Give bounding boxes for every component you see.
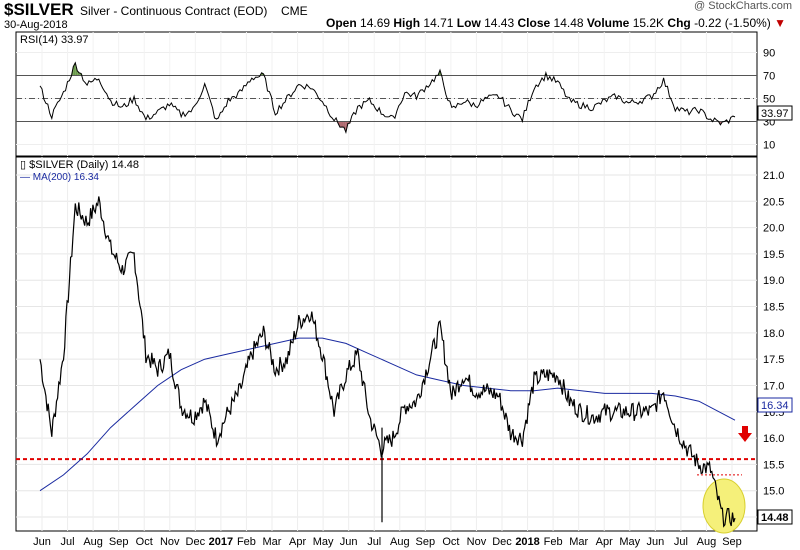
x-axis-label: 2018 bbox=[515, 536, 539, 548]
price-tick-label: 18.5 bbox=[763, 302, 784, 314]
rsi-series-line bbox=[39, 61, 736, 134]
price-panel-frame bbox=[15, 156, 758, 532]
volume-value: 15.2K bbox=[632, 16, 665, 30]
high-value: 14.71 bbox=[423, 16, 454, 30]
rsi-oversold-fill bbox=[343, 121, 346, 133]
price-tick-label: 15.0 bbox=[763, 486, 784, 498]
last-price-tag-text: 14.48 bbox=[761, 512, 789, 524]
rsi-value-tag-text: 33.97 bbox=[761, 108, 789, 120]
legend-bar-icon: ▯ bbox=[20, 159, 26, 171]
ma200-line bbox=[39, 337, 736, 492]
x-axis-label: Jun bbox=[646, 536, 664, 548]
chg-value: -0.22 (-1.50%) bbox=[694, 16, 771, 30]
price-tick-labels: 21.020.520.019.519.018.518.017.517.016.5… bbox=[763, 170, 784, 524]
down-arrow-icon: ▼ bbox=[774, 16, 787, 30]
copyright-label: @ StockCharts.com bbox=[694, 0, 792, 12]
rsi-tick-label: 90 bbox=[763, 48, 775, 60]
ma-label: MA(200) bbox=[33, 172, 71, 183]
price-tick-label: 17.5 bbox=[763, 354, 784, 366]
x-axis-label: Mar bbox=[263, 536, 282, 548]
x-axis-label: Mar bbox=[569, 536, 588, 548]
rsi-oversold-fill bbox=[341, 121, 344, 128]
symbol-title: $SILVER bbox=[4, 0, 74, 19]
header-date: 30-Aug-2018 bbox=[4, 19, 68, 31]
x-axis-label: Jun bbox=[33, 536, 51, 548]
last-price-tag bbox=[757, 509, 793, 525]
rsi-oversold-fill bbox=[340, 121, 342, 128]
symbol-description: Silver - Continuous Contract (EOD) bbox=[80, 4, 268, 18]
price-label-value: 14.48 bbox=[111, 159, 139, 171]
close-label: Close bbox=[517, 16, 551, 30]
x-axis-label: Sep bbox=[722, 536, 742, 548]
price-tick-label: 16.0 bbox=[763, 433, 784, 445]
x-axis-label: Aug bbox=[390, 536, 410, 548]
low-label: Low bbox=[456, 16, 481, 30]
rsi-legend-label: RSI(14) 33.97 bbox=[20, 34, 89, 46]
down-arrow-marker-icon bbox=[738, 426, 752, 442]
x-axis-label: Feb bbox=[544, 536, 563, 548]
high-label: High bbox=[393, 16, 421, 30]
price-tick-label: 21.0 bbox=[763, 170, 784, 182]
x-axis-label: Feb bbox=[237, 536, 256, 548]
price-tick-label: 15.5 bbox=[763, 459, 784, 471]
x-axis-label: Nov bbox=[467, 536, 487, 548]
x-axis-label: Jun bbox=[340, 536, 358, 548]
rsi-tick-label: 50 bbox=[763, 94, 775, 106]
ma-value-tag bbox=[757, 397, 793, 413]
price-tick-label: 17.0 bbox=[763, 380, 784, 392]
x-axis-label: May bbox=[619, 536, 640, 548]
price-series-line bbox=[39, 196, 736, 528]
x-axis-label: 2017 bbox=[209, 536, 233, 548]
x-axis-label: Sep bbox=[416, 536, 436, 548]
price-tick-label: 20.5 bbox=[763, 196, 784, 208]
x-axis-label: Oct bbox=[136, 536, 153, 548]
open-value: 14.69 bbox=[360, 16, 391, 30]
chg-label: Chg bbox=[667, 16, 691, 30]
price-gridlines bbox=[16, 157, 757, 531]
rsi-panel-frame bbox=[15, 31, 758, 157]
x-axis-label: Nov bbox=[160, 536, 180, 548]
x-axis-label: May bbox=[313, 536, 334, 548]
rsi-tick-label: 70 bbox=[763, 71, 775, 83]
ma-label-value: 16.34 bbox=[74, 172, 99, 183]
rsi-label-value: 33.97 bbox=[61, 34, 89, 46]
x-axis-label: Jul bbox=[61, 536, 75, 548]
open-label: Open bbox=[326, 16, 357, 30]
price-tick-label: 19.5 bbox=[763, 249, 784, 261]
x-axis-label: Aug bbox=[83, 536, 103, 548]
close-value: 14.48 bbox=[553, 16, 584, 30]
x-axis-label: Dec bbox=[186, 536, 206, 548]
x-axis-label: Aug bbox=[697, 536, 717, 548]
rsi-label: RSI(14) bbox=[20, 34, 58, 46]
rsi-value-tag bbox=[757, 105, 793, 121]
low-value: 14.43 bbox=[484, 16, 515, 30]
rsi-tick-label: 10 bbox=[763, 140, 775, 152]
x-axis-label: Sep bbox=[109, 536, 129, 548]
x-axis-label: Jul bbox=[674, 536, 688, 548]
price-label: $SILVER (Daily) bbox=[29, 159, 108, 171]
price-legend-label: ▯ $SILVER (Daily) 14.48 bbox=[20, 159, 139, 171]
ohlc-readout: Open 14.69 High 14.71 Low 14.43 Close 14… bbox=[326, 16, 786, 30]
price-tick-label: 18.0 bbox=[763, 328, 784, 340]
x-axis-label: Apr bbox=[289, 536, 306, 548]
x-axis-labels: Jun Jul Aug Sep Oct Nov Dec 2017 Feb Mar Apr May Jun… bbox=[33, 536, 742, 548]
exchange-label: CME bbox=[281, 4, 308, 18]
price-tick-label: 20.0 bbox=[763, 223, 784, 235]
ma-value-tag-text: 16.34 bbox=[761, 400, 789, 412]
price-tick-label: 19.0 bbox=[763, 275, 784, 287]
x-axis-label: Oct bbox=[442, 536, 459, 548]
ma-legend-label: — MA(200) 16.34 bbox=[20, 172, 99, 183]
volume-label: Volume bbox=[586, 16, 630, 30]
x-axis-label: Apr bbox=[596, 536, 613, 548]
x-axis-label: Dec bbox=[492, 536, 512, 548]
x-axis-label: Jul bbox=[367, 536, 381, 548]
